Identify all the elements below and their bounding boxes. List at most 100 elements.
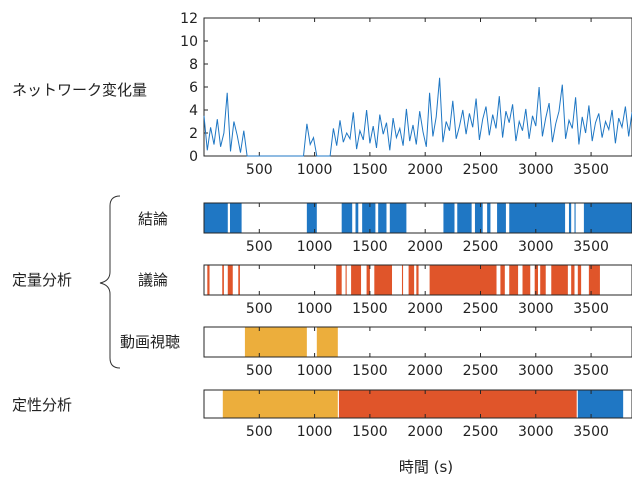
network-ytick-label-3: 6	[189, 80, 198, 96]
video-axes-box	[203, 326, 632, 358]
label-network: ネットワーク変化量	[12, 81, 147, 99]
label-quant: 定量分析	[12, 271, 72, 289]
discussion-segment-1	[222, 265, 224, 295]
discussion-segment-7	[366, 265, 370, 295]
network-xtick-label-4: 2500	[463, 162, 499, 178]
qual-xtick-label-4: 2500	[463, 424, 499, 440]
conclusion-segment-6	[378, 203, 387, 233]
discussion-xtick-label-1: 1000	[297, 301, 333, 317]
discussion-segment-16	[534, 265, 538, 295]
discussion-segment-15	[522, 265, 531, 295]
conclusion-segment-16	[583, 203, 632, 233]
group-brace	[99, 195, 121, 369]
discussion-segment-2	[227, 265, 233, 295]
conclusion-segment-0	[204, 203, 228, 233]
discussion-xtick-label-4: 2500	[463, 301, 499, 317]
conclusion-xtick-label-0: 500	[246, 239, 273, 255]
discussion-segment-11	[416, 265, 419, 295]
qual-xtick-label-1: 1000	[297, 424, 333, 440]
conclusion-xtick-label-6: 3500	[573, 239, 609, 255]
network-xtick-label-5: 3000	[518, 162, 554, 178]
conclusion-segment-3	[341, 203, 353, 233]
video-xtick-label-2: 1500	[352, 363, 388, 379]
network-ytick-label-2: 4	[189, 103, 198, 119]
discussion-xtick-label-0: 500	[246, 301, 273, 317]
discussion-xtick-label-2: 1500	[352, 301, 388, 317]
discussion-segment-13	[500, 265, 505, 295]
discussion-segment-18	[551, 265, 568, 295]
video-xtick-label-5: 3000	[518, 363, 554, 379]
discussion-xtick-label-3: 2000	[407, 301, 443, 317]
discussion-axes-box	[203, 264, 632, 296]
video-xtick-label-4: 2500	[463, 363, 499, 379]
video-xtick-label-3: 2000	[407, 363, 443, 379]
conclusion-segment-15	[574, 203, 576, 233]
conclusion-xtick-label-3: 2000	[407, 239, 443, 255]
qual-xtick-label-5: 3000	[518, 424, 554, 440]
discussion-segment-6	[351, 265, 362, 295]
label-qual: 定性分析	[12, 396, 72, 414]
network-ytick-label-1: 2	[189, 126, 198, 142]
conclusion-segment-8	[443, 203, 455, 233]
discussion-xtick-label-6: 3500	[573, 301, 609, 317]
discussion-segment-12	[429, 265, 497, 295]
conclusion-segment-4	[355, 203, 359, 233]
discussion-segment-9	[401, 265, 404, 295]
qual-xtick-label-3: 2000	[407, 424, 443, 440]
discussion-segment-4	[336, 265, 342, 295]
network-series-line	[203, 77, 632, 157]
discussion-xtick-label-5: 3000	[518, 301, 554, 317]
discussion-segment-21	[588, 265, 600, 295]
conclusion-segment-1	[229, 203, 242, 233]
conclusion-segment-14	[568, 203, 572, 233]
network-ytick-label-6: 12	[180, 11, 198, 27]
video-xtick-label-0: 500	[246, 363, 273, 379]
discussion-segment-20	[577, 265, 582, 295]
discussion-segment-14	[509, 265, 519, 295]
network-ytick-label-4: 8	[189, 57, 198, 73]
conclusion-segment-2	[306, 203, 317, 233]
qual-xtick-label-6: 3500	[573, 424, 609, 440]
plots-layer: 0 2 4 6 8 10 12 500 1000 1500 2000 2500 3000 3500 500 1…	[180, 11, 632, 440]
label-video: 動画視聴	[120, 333, 180, 351]
discussion-segment-0	[207, 265, 210, 295]
video-segment-0	[244, 327, 307, 357]
conclusion-segment-9	[457, 203, 472, 233]
conclusion-xtick-label-2: 1500	[352, 239, 388, 255]
qual-xtick-label-2: 1500	[352, 424, 388, 440]
qual-xtick-label-0: 500	[246, 424, 273, 440]
video-xtick-label-1: 1000	[297, 363, 333, 379]
network-ytick-label-0: 0	[189, 149, 198, 165]
x-axis-label: 時間 (s)	[399, 458, 453, 476]
discussion-segment-19	[571, 265, 575, 295]
qual-segment-0	[222, 390, 338, 418]
conclusion-segment-7	[389, 203, 407, 233]
network-xtick-label-2: 1500	[352, 162, 388, 178]
video-segment-1	[316, 327, 338, 357]
conclusion-axes-box	[203, 202, 632, 234]
qual-segment-2	[577, 390, 624, 418]
discussion-segment-5	[345, 265, 347, 295]
network-xtick-label-3: 2000	[407, 162, 443, 178]
discussion-segment-17	[540, 265, 546, 295]
conclusion-segment-5	[362, 203, 376, 233]
network-xtick-label-6: 3500	[573, 162, 609, 178]
conclusion-segment-12	[497, 203, 506, 233]
conclusion-xtick-label-1: 1000	[297, 239, 333, 255]
network-ytick-label-5: 10	[180, 34, 198, 50]
conclusion-segment-13	[509, 203, 566, 233]
discussion-segment-3	[238, 265, 240, 295]
conclusion-xtick-label-4: 2500	[463, 239, 499, 255]
discussion-segment-8	[374, 265, 393, 295]
network-xtick-label-0: 500	[246, 162, 273, 178]
label-conclusion: 結論	[138, 210, 168, 228]
conclusion-segment-10	[474, 203, 483, 233]
video-xtick-label-6: 3500	[573, 363, 609, 379]
qual-segment-1	[338, 390, 577, 418]
network-axes-box	[203, 17, 632, 157]
label-discussion: 議論	[138, 271, 168, 289]
qual-axes-box	[203, 389, 632, 419]
conclusion-xtick-label-5: 3000	[518, 239, 554, 255]
discussion-segment-10	[408, 265, 415, 295]
